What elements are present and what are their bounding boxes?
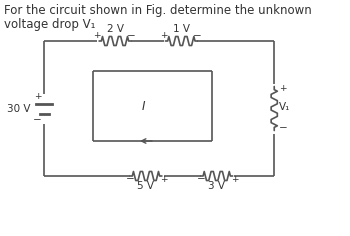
Text: I: I [142,100,146,113]
Text: +: + [34,92,42,101]
Text: −: − [196,174,205,184]
Text: −: − [33,115,42,126]
Text: V₁: V₁ [279,101,290,111]
Text: +: + [93,31,101,41]
Text: −: − [126,174,134,184]
Text: +: + [231,174,238,184]
Text: +: + [160,31,167,41]
Text: −: − [127,31,135,41]
Text: 5 V: 5 V [138,181,154,191]
Text: −: − [279,123,287,134]
Text: 3 V: 3 V [208,181,225,191]
Text: +: + [279,84,286,93]
Text: voltage drop V₁: voltage drop V₁ [5,18,96,31]
Text: 30 V: 30 V [7,104,31,114]
Text: −: − [193,31,202,41]
Text: For the circuit shown in Fig. determine the unknown: For the circuit shown in Fig. determine … [5,4,312,17]
Text: +: + [160,174,167,184]
Text: 1 V: 1 V [173,24,190,34]
Text: 2 V: 2 V [106,24,124,34]
